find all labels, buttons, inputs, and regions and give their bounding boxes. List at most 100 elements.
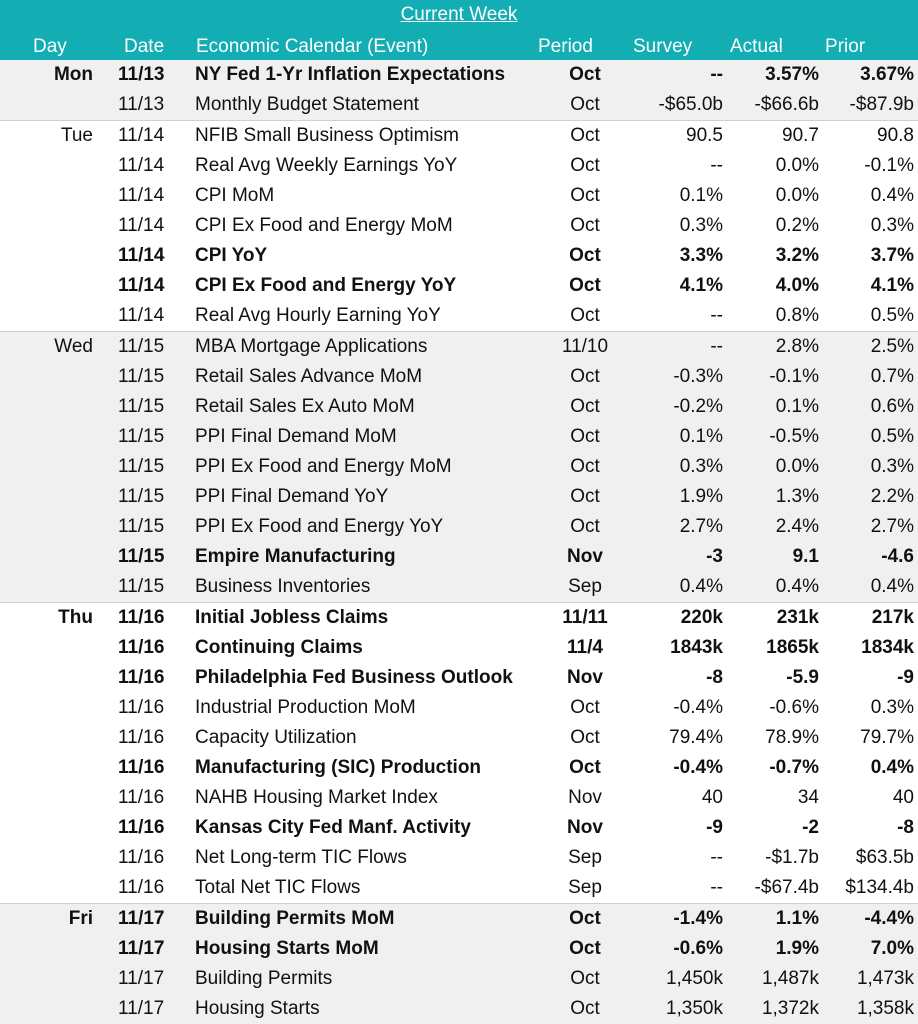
period-cell: Oct <box>535 903 635 934</box>
period-cell: Nov <box>568 787 602 808</box>
prior-cell: 1,473k <box>823 964 918 994</box>
day-cell <box>0 512 110 542</box>
col-header-period: Period <box>538 36 593 57</box>
event-cell: NAHB Housing Market Index <box>195 787 438 808</box>
event-cell: Business Inventories <box>195 572 535 603</box>
col-header-actual: Actual <box>730 36 783 57</box>
period-cell: Oct <box>570 185 600 206</box>
col-header-date: Date <box>124 36 165 57</box>
survey-cell: -- <box>635 60 727 90</box>
date-cell: 11/15 <box>110 482 195 512</box>
actual-cell: 1.3% <box>727 482 823 512</box>
table-row: 11/15 Business Inventories Sep 0.4% 0.4% 0.4% <box>0 572 918 603</box>
date-cell: 11/13 <box>110 90 195 121</box>
event-cell: PPI Ex Food and Energy MoM <box>195 452 535 482</box>
day-cell <box>0 271 110 301</box>
event-cell: Housing Starts <box>195 994 535 1024</box>
day-cell <box>0 241 110 271</box>
period-cell: Oct <box>535 422 635 452</box>
date-cell: 11/14 <box>118 185 165 206</box>
table-row: 11/15 Retail Sales Ex Auto MoM Oct -0.2% 0.1… <box>0 392 918 422</box>
table-row: Fri 11/17 Building Permits MoM Oct -1.4% 1.1%… <box>0 903 918 934</box>
actual-cell: -$1.7b <box>765 847 819 868</box>
prior-cell: 0.7% <box>823 362 918 392</box>
prior-cell: -4.6 <box>823 542 918 572</box>
actual-cell: -0.7% <box>769 757 819 778</box>
date-cell: 11/17 <box>110 903 195 934</box>
table-row: 11/15 PPI Ex Food and Energy YoY Oct 2.7% 2.… <box>0 512 918 542</box>
day-cell <box>0 452 110 482</box>
event-cell: CPI MoM <box>195 185 275 206</box>
period-cell: Sep <box>568 877 602 898</box>
event-cell: NY Fed 1-Yr Inflation Expectations <box>195 60 535 90</box>
actual-cell: 2.4% <box>727 512 823 542</box>
survey-cell: 40 <box>701 787 723 808</box>
event-cell: Real Avg Hourly Earning YoY <box>195 305 441 326</box>
date-cell: 11/16 <box>118 697 165 718</box>
actual-cell: -0.1% <box>727 362 823 392</box>
day-cell <box>0 873 110 904</box>
actual-cell: 34 <box>797 787 819 808</box>
period-cell: 11/11 <box>535 602 635 633</box>
actual-cell: 3.57% <box>727 60 823 90</box>
event-cell: Manufacturing (SIC) Production <box>195 757 482 778</box>
col-header-survey: Survey <box>633 36 693 57</box>
period-cell: Oct <box>535 934 635 964</box>
prior-cell: 3.7% <box>870 245 914 266</box>
day-cell <box>0 422 110 452</box>
day-cell <box>0 723 110 753</box>
prior-cell: -0.1% <box>864 155 914 176</box>
day-cell <box>0 211 110 241</box>
date-cell: 11/15 <box>110 452 195 482</box>
day-cell <box>0 753 110 783</box>
day-cell <box>0 151 110 181</box>
survey-cell: -0.4% <box>673 697 723 718</box>
date-cell: 11/15 <box>110 331 195 362</box>
current-week-title[interactable]: Current Week <box>400 4 518 25</box>
date-cell: 11/14 <box>118 155 165 176</box>
actual-cell: 1.9% <box>727 934 823 964</box>
table-row: 11/14 CPI MoM Oct 0.1% 0.0% 0.4% <box>0 181 918 211</box>
event-cell: Monthly Budget Statement <box>195 90 535 121</box>
event-cell: Initial Jobless Claims <box>195 602 535 633</box>
day-cell <box>0 994 110 1024</box>
prior-cell: 1,358k <box>823 994 918 1024</box>
day-cell <box>0 482 110 512</box>
event-cell: Total Net TIC Flows <box>195 877 361 898</box>
table-row: 11/13 Monthly Budget Statement Oct -$65.0b -… <box>0 90 918 121</box>
date-cell: 11/16 <box>118 667 165 688</box>
prior-cell: 2.2% <box>823 482 918 512</box>
event-cell: NFIB Small Business Optimism <box>195 120 535 151</box>
period-cell: Oct <box>535 362 635 392</box>
date-cell: 11/14 <box>118 215 165 236</box>
period-cell: Oct <box>570 215 600 236</box>
actual-cell: -$66.6b <box>727 90 823 121</box>
table-row: Wed 11/15 MBA Mortgage Applications 11/10 --… <box>0 331 918 362</box>
actual-cell: 3.2% <box>775 245 819 266</box>
table-row: 11/16 Net Long-term TIC Flows Sep -- -$1.7b $… <box>0 843 918 873</box>
survey-cell: 79.4% <box>669 727 723 748</box>
period-cell: Oct <box>569 757 601 778</box>
table-row: 11/14 Real Avg Weekly Earnings YoY Oct -- 0.… <box>0 151 918 181</box>
event-cell: Capacity Utilization <box>195 727 357 748</box>
survey-cell: -- <box>710 155 723 176</box>
date-cell: 11/15 <box>110 512 195 542</box>
actual-cell: 9.1 <box>727 542 823 572</box>
survey-cell: -0.6% <box>635 934 727 964</box>
actual-cell: 1.1% <box>727 903 823 934</box>
col-header-prior: Prior <box>825 36 866 57</box>
date-cell: 11/15 <box>110 572 195 603</box>
prior-cell: 2.7% <box>823 512 918 542</box>
event-cell: Real Avg Weekly Earnings YoY <box>195 155 458 176</box>
actual-cell: -$67.4b <box>754 877 819 898</box>
survey-cell: -- <box>710 877 723 898</box>
day-cell <box>0 663 110 693</box>
prior-cell: 79.7% <box>860 727 914 748</box>
period-cell: Oct <box>569 245 601 266</box>
actual-cell: 0.8% <box>775 305 819 326</box>
table-row: 11/16 Manufacturing (SIC) Production Oct -0… <box>0 753 918 783</box>
prior-cell: 3.67% <box>823 60 918 90</box>
table-row: 11/15 PPI Ex Food and Energy MoM Oct 0.3% 0.… <box>0 452 918 482</box>
period-cell: 11/10 <box>535 331 635 362</box>
day-cell <box>0 362 110 392</box>
